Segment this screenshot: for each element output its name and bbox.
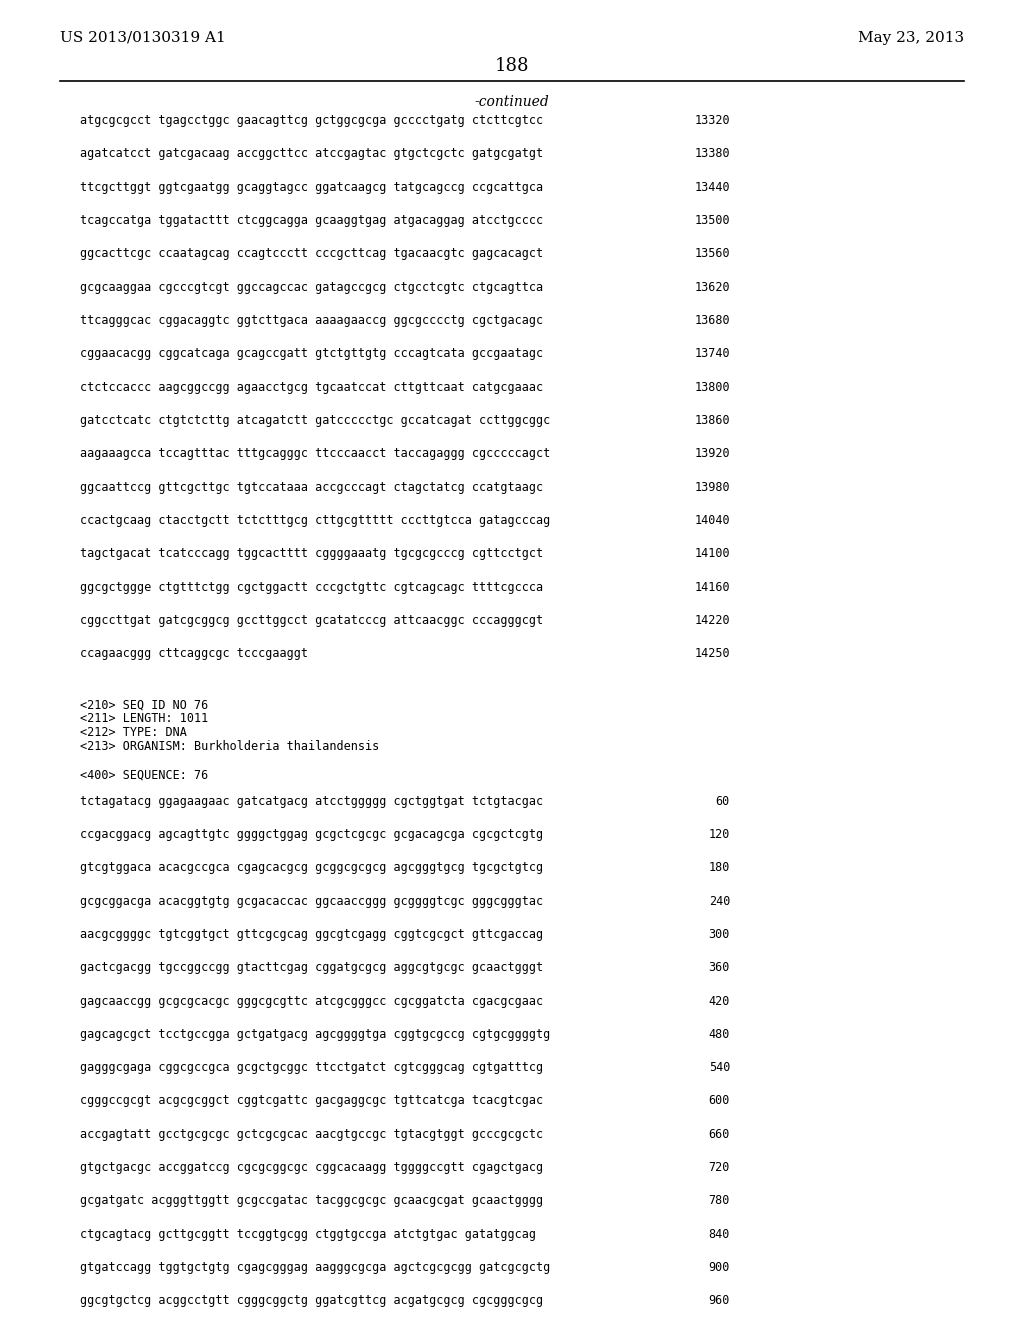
Text: cggaacacgg cggcatcaga gcagccgatt gtctgttgtg cccagtcata gccgaatagc: cggaacacgg cggcatcaga gcagccgatt gtctgtt… bbox=[80, 347, 543, 360]
Text: 360: 360 bbox=[709, 961, 730, 974]
Text: 13740: 13740 bbox=[694, 347, 730, 360]
Text: 13620: 13620 bbox=[694, 281, 730, 293]
Text: 300: 300 bbox=[709, 928, 730, 941]
Text: May 23, 2013: May 23, 2013 bbox=[858, 30, 964, 45]
Text: <211> LENGTH: 1011: <211> LENGTH: 1011 bbox=[80, 711, 208, 725]
Text: 180: 180 bbox=[709, 861, 730, 874]
Text: ggcacttcgc ccaatagcag ccagtccctt cccgcttcag tgacaacgtc gagcacagct: ggcacttcgc ccaatagcag ccagtccctt cccgctt… bbox=[80, 247, 543, 260]
Text: 960: 960 bbox=[709, 1295, 730, 1307]
Text: 14040: 14040 bbox=[694, 513, 730, 527]
Text: ccagaacggg cttcaggcgc tcccgaaggt: ccagaacggg cttcaggcgc tcccgaaggt bbox=[80, 647, 308, 660]
Text: gagcagcgct tcctgccgga gctgatgacg agcggggtga cggtgcgccg cgtgcggggtg: gagcagcgct tcctgccgga gctgatgacg agcgggg… bbox=[80, 1028, 550, 1041]
Text: gcgatgatc acgggttggtt gcgccgatac tacggcgcgc gcaacgcgat gcaactgggg: gcgatgatc acgggttggtt gcgccgatac tacggcg… bbox=[80, 1195, 543, 1208]
Text: gtcgtggaca acacgccgca cgagcacgcg gcggcgcgcg agcgggtgcg tgcgctgtcg: gtcgtggaca acacgccgca cgagcacgcg gcggcgc… bbox=[80, 861, 543, 874]
Text: 13920: 13920 bbox=[694, 447, 730, 461]
Text: ccgacggacg agcagttgtc ggggctggag gcgctcgcgc gcgacagcga cgcgctcgtg: ccgacggacg agcagttgtc ggggctggag gcgctcg… bbox=[80, 828, 543, 841]
Text: gagcaaccgg gcgcgcacgc gggcgcgttc atcgcgggcc cgcggatcta cgacgcgaac: gagcaaccgg gcgcgcacgc gggcgcgttc atcgcgg… bbox=[80, 994, 543, 1007]
Text: 188: 188 bbox=[495, 57, 529, 75]
Text: ttcagggcac cggacaggtc ggtcttgaca aaaagaaccg ggcgcccctg cgctgacagc: ttcagggcac cggacaggtc ggtcttgaca aaaagaa… bbox=[80, 314, 543, 327]
Text: 13680: 13680 bbox=[694, 314, 730, 327]
Text: 13800: 13800 bbox=[694, 380, 730, 393]
Text: ttcgcttggt ggtcgaatgg gcaggtagcc ggatcaagcg tatgcagccg ccgcattgca: ttcgcttggt ggtcgaatgg gcaggtagcc ggatcaa… bbox=[80, 181, 543, 194]
Text: 13860: 13860 bbox=[694, 414, 730, 426]
Text: 14250: 14250 bbox=[694, 647, 730, 660]
Text: 480: 480 bbox=[709, 1028, 730, 1041]
Text: cgggccgcgt acgcgcggct cggtcgattc gacgaggcgc tgttcatcga tcacgtcgac: cgggccgcgt acgcgcggct cggtcgattc gacgagg… bbox=[80, 1094, 543, 1107]
Text: gtgatccagg tggtgctgtg cgagcgggag aagggcgcga agctcgcgcgg gatcgcgctg: gtgatccagg tggtgctgtg cgagcgggag aagggcg… bbox=[80, 1261, 550, 1274]
Text: 13320: 13320 bbox=[694, 114, 730, 127]
Text: 600: 600 bbox=[709, 1094, 730, 1107]
Text: aacgcggggc tgtcggtgct gttcgcgcag ggcgtcgagg cggtcgcgct gttcgaccag: aacgcggggc tgtcggtgct gttcgcgcag ggcgtcg… bbox=[80, 928, 543, 941]
Text: 660: 660 bbox=[709, 1127, 730, 1140]
Text: 14100: 14100 bbox=[694, 548, 730, 560]
Text: 840: 840 bbox=[709, 1228, 730, 1241]
Text: gactcgacgg tgccggccgg gtacttcgag cggatgcgcg aggcgtgcgc gcaactgggt: gactcgacgg tgccggccgg gtacttcgag cggatgc… bbox=[80, 961, 543, 974]
Text: gcgcaaggaa cgcccgtcgt ggccagccac gatagccgcg ctgcctcgtc ctgcagttca: gcgcaaggaa cgcccgtcgt ggccagccac gatagcc… bbox=[80, 281, 543, 293]
Text: 780: 780 bbox=[709, 1195, 730, 1208]
Text: -continued: -continued bbox=[475, 95, 549, 108]
Text: gtgctgacgc accggatccg cgcgcggcgc cggcacaagg tggggccgtt cgagctgacg: gtgctgacgc accggatccg cgcgcggcgc cggcaca… bbox=[80, 1162, 543, 1173]
Text: <210> SEQ ID NO 76: <210> SEQ ID NO 76 bbox=[80, 698, 208, 711]
Text: ctctccaccc aagcggccgg agaacctgcg tgcaatccat cttgttcaat catgcgaaac: ctctccaccc aagcggccgg agaacctgcg tgcaatc… bbox=[80, 380, 543, 393]
Text: gcgcggacga acacggtgtg gcgacaccac ggcaaccggg gcggggtcgc gggcgggtac: gcgcggacga acacggtgtg gcgacaccac ggcaacc… bbox=[80, 895, 543, 908]
Text: 13980: 13980 bbox=[694, 480, 730, 494]
Text: ccactgcaag ctacctgctt tctctttgcg cttgcgttttt cccttgtcca gatagcccag: ccactgcaag ctacctgctt tctctttgcg cttgcgt… bbox=[80, 513, 550, 527]
Text: 13440: 13440 bbox=[694, 181, 730, 194]
Text: 13380: 13380 bbox=[694, 148, 730, 160]
Text: 240: 240 bbox=[709, 895, 730, 908]
Text: gagggcgaga cggcgccgca gcgctgcggc ttcctgatct cgtcgggcag cgtgatttcg: gagggcgaga cggcgccgca gcgctgcggc ttcctga… bbox=[80, 1061, 543, 1074]
Text: tagctgacat tcatcccagg tggcactttt cggggaaatg tgcgcgcccg cgttcctgct: tagctgacat tcatcccagg tggcactttt cggggaa… bbox=[80, 548, 543, 560]
Text: 720: 720 bbox=[709, 1162, 730, 1173]
Text: ctgcagtacg gcttgcggtt tccggtgcgg ctggtgccga atctgtgac gatatggcag: ctgcagtacg gcttgcggtt tccggtgcgg ctggtgc… bbox=[80, 1228, 536, 1241]
Text: tctagatacg ggagaagaac gatcatgacg atcctggggg cgctggtgat tctgtacgac: tctagatacg ggagaagaac gatcatgacg atcctgg… bbox=[80, 795, 543, 808]
Text: atgcgcgcct tgagcctggc gaacagttcg gctggcgcga gcccctgatg ctcttcgtcc: atgcgcgcct tgagcctggc gaacagttcg gctggcg… bbox=[80, 114, 543, 127]
Text: tcagccatga tggatacttt ctcggcagga gcaaggtgag atgacaggag atcctgcccc: tcagccatga tggatacttt ctcggcagga gcaaggt… bbox=[80, 214, 543, 227]
Text: <400> SEQUENCE: 76: <400> SEQUENCE: 76 bbox=[80, 768, 208, 781]
Text: 14160: 14160 bbox=[694, 581, 730, 594]
Text: aagaaagcca tccagtttac tttgcagggc ttcccaacct taccagaggg cgcccccagct: aagaaagcca tccagtttac tttgcagggc ttcccaa… bbox=[80, 447, 550, 461]
Text: 60: 60 bbox=[716, 795, 730, 808]
Text: 540: 540 bbox=[709, 1061, 730, 1074]
Text: 900: 900 bbox=[709, 1261, 730, 1274]
Text: accgagtatt gcctgcgcgc gctcgcgcac aacgtgccgc tgtacgtggt gcccgcgctc: accgagtatt gcctgcgcgc gctcgcgcac aacgtgc… bbox=[80, 1127, 543, 1140]
Text: cggccttgat gatcgcggcg gccttggcct gcatatcccg attcaacggc cccagggcgt: cggccttgat gatcgcggcg gccttggcct gcatatc… bbox=[80, 614, 543, 627]
Text: US 2013/0130319 A1: US 2013/0130319 A1 bbox=[60, 30, 225, 45]
Text: 120: 120 bbox=[709, 828, 730, 841]
Text: <213> ORGANISM: Burkholderia thailandensis: <213> ORGANISM: Burkholderia thailandens… bbox=[80, 741, 379, 754]
Text: ggcgctggge ctgtttctgg cgctggactt cccgctgttc cgtcagcagc ttttcgccca: ggcgctggge ctgtttctgg cgctggactt cccgctg… bbox=[80, 581, 543, 594]
Text: gatcctcatc ctgtctcttg atcagatctt gatccccctgc gccatcagat ccttggcggc: gatcctcatc ctgtctcttg atcagatctt gatcccc… bbox=[80, 414, 550, 426]
Text: <212> TYPE: DNA: <212> TYPE: DNA bbox=[80, 726, 186, 739]
Text: 14220: 14220 bbox=[694, 614, 730, 627]
Text: agatcatcct gatcgacaag accggcttcc atccgagtac gtgctcgctc gatgcgatgt: agatcatcct gatcgacaag accggcttcc atccgag… bbox=[80, 148, 543, 160]
Text: ggcaattccg gttcgcttgc tgtccataaa accgcccagt ctagctatcg ccatgtaagc: ggcaattccg gttcgcttgc tgtccataaa accgccc… bbox=[80, 480, 543, 494]
Text: 420: 420 bbox=[709, 994, 730, 1007]
Text: 13560: 13560 bbox=[694, 247, 730, 260]
Text: ggcgtgctcg acggcctgtt cgggcggctg ggatcgttcg acgatgcgcg cgcgggcgcg: ggcgtgctcg acggcctgtt cgggcggctg ggatcgt… bbox=[80, 1295, 543, 1307]
Text: 13500: 13500 bbox=[694, 214, 730, 227]
